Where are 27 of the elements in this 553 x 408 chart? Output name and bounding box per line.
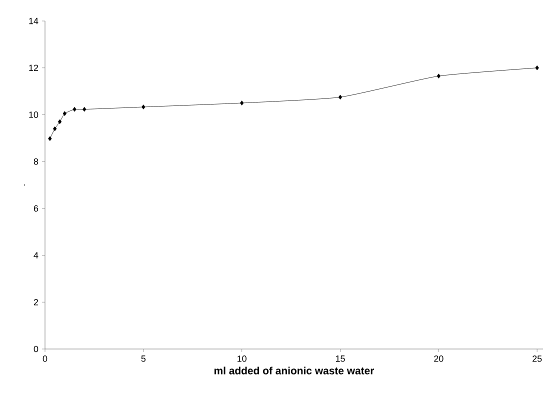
x-tick-label: 15 [336,356,345,362]
y-tick-label: 10 [29,112,38,118]
y-tick-label: 0 [34,346,38,352]
y-tick-label: 8 [34,158,38,165]
point [58,119,62,124]
point [72,106,76,112]
x-tick-label: 20 [434,356,444,362]
x-tick-label: 25 [532,356,542,362]
x-tick-label: 10 [238,356,246,362]
x-axis-title: ml added of anionic waste water [214,366,374,374]
point [338,94,342,100]
y-tick-label: 4 [34,252,38,258]
y-tick-label: 12 [29,64,38,71]
point [142,104,146,110]
y-tick-label: 14 [29,18,38,24]
point [240,100,244,106]
y-axis-title: . [24,184,25,186]
point [535,65,539,70]
point [53,126,57,132]
point [62,111,67,116]
x-tick-label: 5 [141,356,146,362]
y-tick-label: 6 [34,205,38,212]
point [48,136,52,141]
y-tick-label: 2 [34,299,38,306]
point [82,106,86,112]
x-tick-label: 0 [42,356,48,362]
point [436,74,441,78]
